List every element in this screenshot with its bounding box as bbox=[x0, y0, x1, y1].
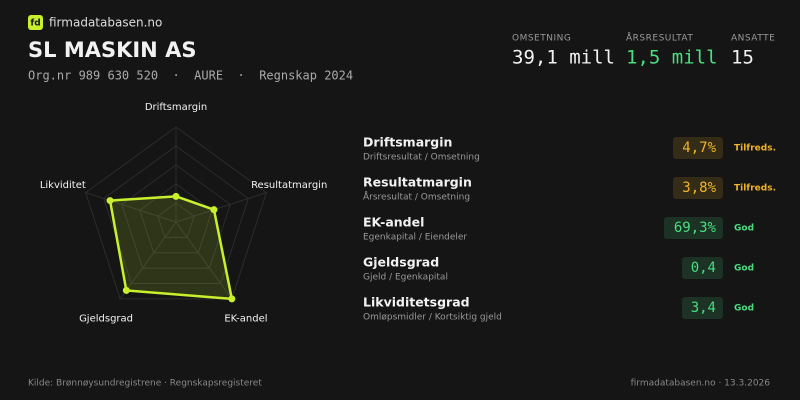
footer-source: Kilde: Brønnøysundregistrene · Regnskaps… bbox=[28, 379, 262, 389]
metric-value: 3,8% bbox=[682, 180, 716, 196]
axis-label: Driftsmargin bbox=[145, 102, 207, 113]
metric-name: Gjeldsgrad bbox=[363, 255, 439, 270]
metric-status: Tilfreds. bbox=[734, 144, 776, 154]
axis-label: Likviditet bbox=[40, 180, 86, 191]
metric-formula: Omløpsmidler / Kortsiktig gjeld bbox=[363, 313, 502, 323]
metric-name: Likviditetsgrad bbox=[363, 295, 470, 310]
metric-value: 0,4 bbox=[691, 260, 716, 276]
metric-name: Resultatmargin bbox=[363, 175, 472, 190]
metric-badge bbox=[682, 297, 723, 319]
metric-status: God bbox=[734, 224, 754, 234]
logo-box bbox=[28, 15, 43, 30]
grid-ring bbox=[103, 145, 249, 284]
metric-status: Tilfreds. bbox=[734, 184, 776, 194]
metric-formula: Gjeld / Egenkapital bbox=[363, 273, 448, 283]
stat-value: 15 bbox=[731, 47, 754, 69]
metric-formula: Egenkapital / Eiendeler bbox=[363, 233, 467, 243]
radar-chart: Driftsmargin Resultatmargin EK-andel Gjelds… bbox=[40, 102, 327, 324]
metric-formula: Driftsresultat / Omsetning bbox=[363, 153, 480, 163]
radar-point bbox=[228, 295, 236, 303]
metric-badge bbox=[673, 177, 723, 199]
metric-formula: Årsresultat / Omsetning bbox=[363, 191, 470, 203]
footer-site-date: firmadatabasen.no · 13.3.2026 bbox=[631, 379, 771, 389]
radar-point bbox=[106, 197, 114, 205]
stat-label: ÅRSRESULTAT bbox=[626, 32, 693, 44]
axis-line bbox=[175, 192, 267, 223]
metric-badge bbox=[664, 217, 723, 239]
metric-badge bbox=[673, 137, 723, 159]
grid-ring bbox=[85, 126, 267, 300]
metric-name: EK-andel bbox=[363, 215, 424, 230]
company-title: SL MASKIN AS bbox=[28, 38, 196, 62]
radar-area bbox=[108, 195, 234, 301]
axis-line bbox=[175, 221, 233, 300]
stat-label: OMSETNING bbox=[512, 34, 571, 44]
stat-label: ANSATTE bbox=[731, 34, 775, 44]
axis-label: Resultatmargin bbox=[251, 180, 327, 191]
metric-value: 4,7% bbox=[682, 140, 716, 156]
site-name: firmadatabasen.no bbox=[49, 16, 162, 30]
axis-line bbox=[119, 221, 177, 300]
radar-point bbox=[172, 192, 180, 200]
grid-ring bbox=[157, 202, 195, 238]
radar-point bbox=[122, 286, 130, 294]
metric-status: God bbox=[734, 264, 754, 274]
stat-value: 39,1 mill bbox=[512, 47, 615, 69]
radar-point bbox=[210, 206, 218, 214]
axis-label: Gjeldsgrad bbox=[79, 313, 133, 324]
grid-ring bbox=[121, 164, 231, 269]
metric-name: Driftsmargin bbox=[363, 135, 452, 150]
metric-badge bbox=[682, 257, 723, 279]
logo: fd bbox=[30, 19, 40, 29]
metric-value: 3,4 bbox=[691, 300, 716, 316]
metric-status: God bbox=[734, 304, 754, 314]
stat-value: 1,5 mill bbox=[626, 47, 718, 69]
axis-line bbox=[85, 192, 177, 223]
axis-label: EK-andel bbox=[224, 313, 267, 324]
company-subtitle: Org.nr 989 630 520 · AURE · Regnskap 202… bbox=[28, 69, 353, 83]
metric-value: 69,3% bbox=[674, 220, 717, 236]
